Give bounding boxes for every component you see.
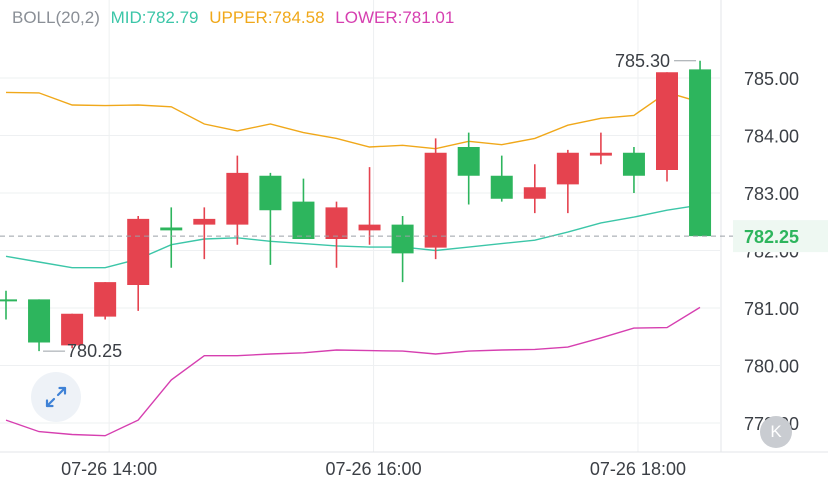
low-price-label: 780.25 [67,341,122,361]
candle-up [28,299,51,343]
x-tick-label: 07-26 14:00 [61,459,157,479]
candle-down [589,152,612,156]
candle-down [226,172,249,225]
candle-up [0,299,17,302]
expand-button[interactable] [31,372,81,422]
candle-down [94,282,117,317]
current-price-tag [733,220,828,253]
candle-up [259,175,282,211]
boll-legend-mid: MID:782.79 [110,8,199,27]
candle-up [292,201,315,239]
boll-legend-lower: LOWER:781.01 [335,8,455,27]
candle-up [391,224,414,254]
x-tick-label: 07-26 18:00 [590,459,686,479]
candle-up [160,227,183,231]
y-tick-label: 783.00 [744,184,799,204]
boll-legend: BOLL(20,2) MID:782.79 UPPER:784.58 LOWER… [12,8,460,28]
expand-arrows-icon [45,386,67,408]
y-tick-label: 780.00 [744,357,799,377]
candle-down [556,152,579,185]
y-tick-label: 781.00 [744,299,799,319]
high-price-label: 785.30 [615,51,670,71]
boll-legend-upper: UPPER:784.58 [209,8,325,27]
boll-legend-name: BOLL(20,2) [12,8,100,27]
candle-down [523,187,546,199]
boll-upper-series [5,91,701,150]
boll-lower-series [5,306,701,437]
k-chart-button[interactable]: K [760,416,792,448]
candle-down [193,218,216,225]
candle-down [358,224,381,231]
candle-up [689,69,712,237]
boll-mid-series [5,204,701,269]
candle-down [424,152,447,248]
x-tick-label: 07-26 16:00 [326,459,422,479]
candle-up [622,152,645,176]
y-tick-label: 784.00 [744,127,799,147]
candle-down [325,207,348,239]
candle-up [490,175,513,199]
candle-up [457,147,480,176]
candle-down [656,72,678,170]
candle-down [61,313,84,346]
current-price-label: 782.25 [744,227,799,247]
y-tick-label: 785.00 [744,69,799,89]
candle-down [127,218,150,285]
